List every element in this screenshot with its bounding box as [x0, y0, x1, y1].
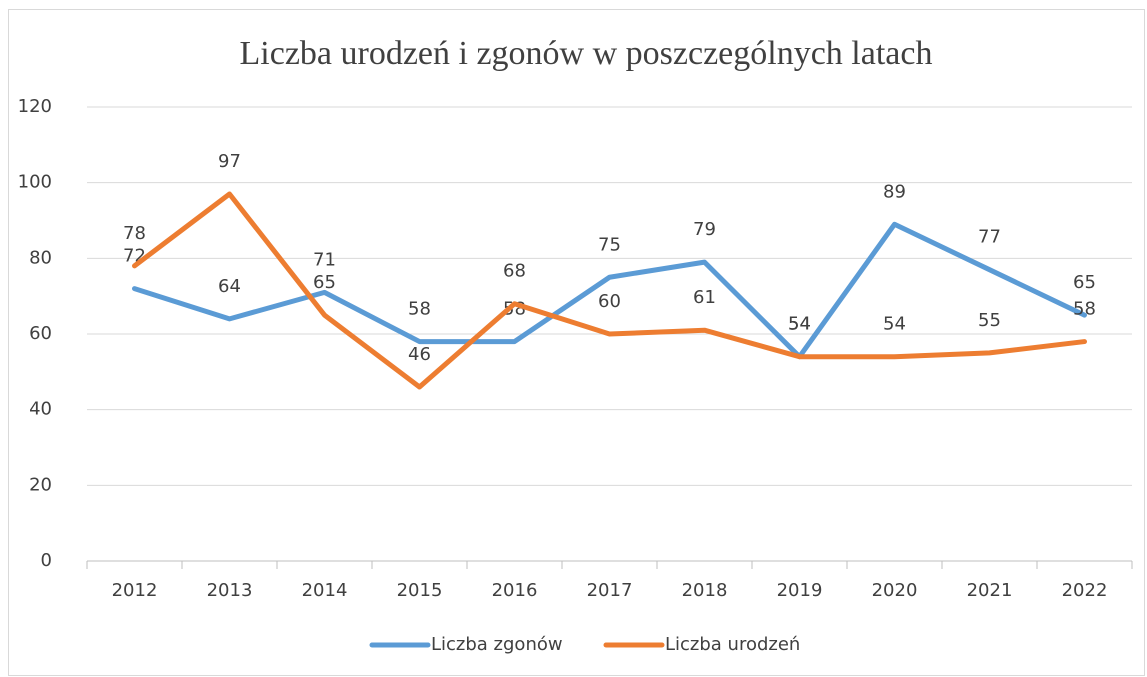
- legend-label: Liczba zgonów: [431, 634, 563, 655]
- data-label: 64: [218, 276, 241, 297]
- y-tick-label: 60: [29, 323, 52, 344]
- y-tick-label: 20: [29, 474, 52, 495]
- data-label: 75: [598, 234, 621, 255]
- data-label: 54: [788, 314, 811, 335]
- data-label: 89: [883, 181, 906, 202]
- x-tick-label: 2018: [682, 580, 728, 601]
- data-label: 58: [1073, 299, 1096, 320]
- data-label: 65: [1073, 272, 1096, 293]
- x-tick-label: 2020: [872, 580, 918, 601]
- x-tick-label: 2019: [777, 580, 823, 601]
- line-series: [132, 191, 1087, 390]
- data-label: 54: [788, 314, 811, 335]
- chart-title: Liczba urodzeń i zgonów w poszczególnych…: [240, 35, 933, 72]
- data-label: 55: [978, 310, 1001, 331]
- x-tick-label: 2017: [587, 580, 633, 601]
- line-series: [132, 221, 1087, 360]
- data-label: 71: [313, 249, 336, 270]
- data-label: 58: [408, 299, 431, 320]
- y-tick-label: 80: [29, 247, 52, 268]
- data-label: 78: [123, 223, 146, 244]
- y-tick-label: 0: [41, 550, 52, 571]
- data-label: 79: [693, 219, 716, 240]
- x-tick-label: 2014: [302, 580, 348, 601]
- data-label: 61: [693, 287, 716, 308]
- data-label: 77: [978, 227, 1001, 248]
- data-label: 60: [598, 291, 621, 312]
- x-tick-label: 2022: [1062, 580, 1108, 601]
- data-label: 46: [408, 344, 431, 365]
- x-tick-label: 2015: [397, 580, 443, 601]
- y-tick-label: 40: [29, 399, 52, 420]
- x-tick-label: 2021: [967, 580, 1013, 601]
- data-label: 97: [218, 151, 241, 172]
- x-tick-label: 2016: [492, 580, 538, 601]
- data-label: 54: [883, 314, 906, 335]
- chart-frame: [8, 9, 1145, 676]
- x-tick-label: 2012: [112, 580, 158, 601]
- data-label: 65: [313, 272, 336, 293]
- y-tick-label: 100: [18, 172, 52, 193]
- y-tick-label: 120: [18, 96, 52, 117]
- legend-label: Liczba urodzeń: [665, 634, 800, 655]
- x-tick-label: 2013: [207, 580, 253, 601]
- data-label: 68: [503, 261, 526, 282]
